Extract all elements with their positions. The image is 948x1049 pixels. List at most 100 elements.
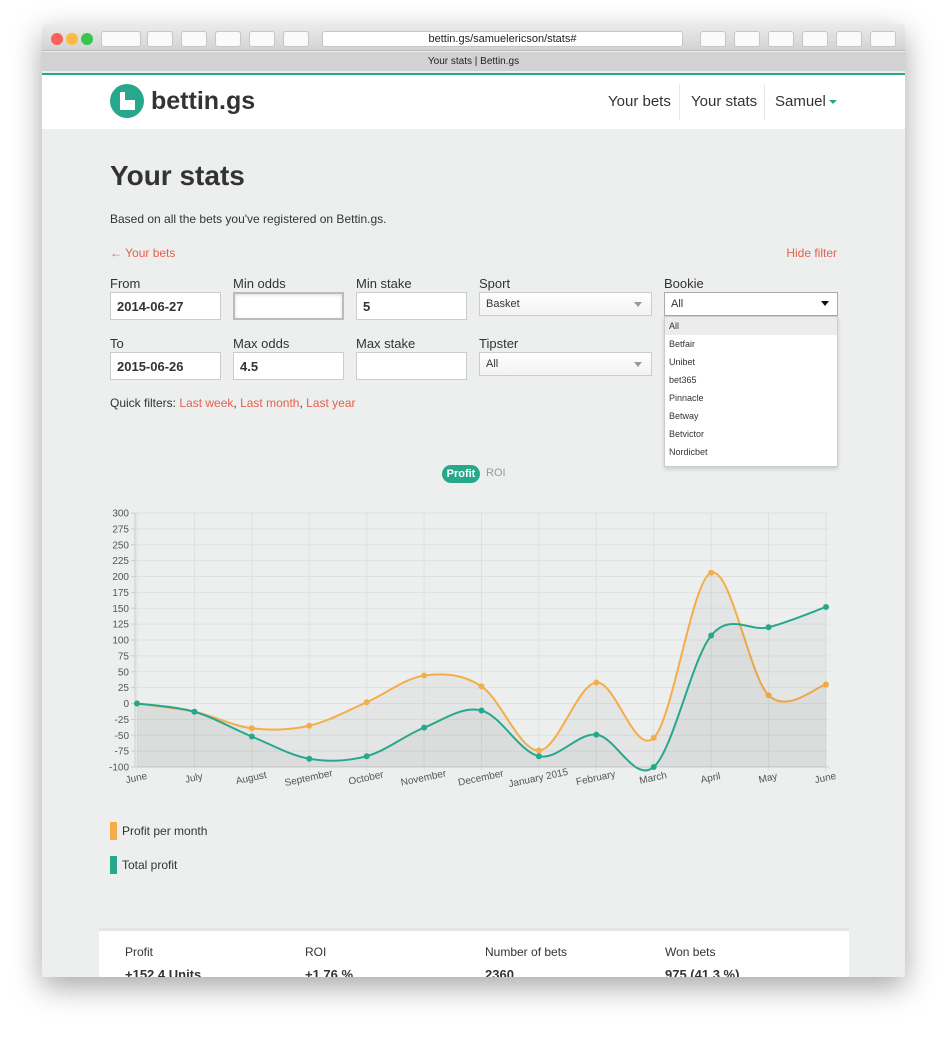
extension-button[interactable] xyxy=(283,31,309,47)
logo-text[interactable]: bettin.gs xyxy=(151,87,256,115)
dropdown-option[interactable]: Pinnacle xyxy=(669,393,704,403)
point xyxy=(421,724,428,731)
field-label: Min stake xyxy=(356,276,412,291)
extension-button[interactable] xyxy=(249,31,275,47)
toolbar-button[interactable] xyxy=(768,31,794,47)
point xyxy=(134,700,140,707)
logo-mark xyxy=(125,100,135,110)
legend-label: Total profit xyxy=(122,858,178,872)
separator xyxy=(679,84,680,120)
point xyxy=(363,753,370,760)
dropdown-option[interactable]: All xyxy=(665,317,837,335)
field-label: Bookie xyxy=(664,276,704,291)
point xyxy=(248,725,255,732)
dropdown-option[interactable]: Nordicbet xyxy=(669,447,708,457)
browser-window: bettin.gs/samuelericson/stats# Your stat… xyxy=(42,24,905,977)
stat-value: +152.4 Units xyxy=(125,967,202,977)
close-button[interactable] xyxy=(51,33,63,45)
select-open[interactable]: All xyxy=(664,292,838,316)
point xyxy=(363,699,370,706)
dropdown-option[interactable]: Betvictor xyxy=(669,429,705,439)
minimize-button[interactable] xyxy=(66,33,78,45)
field-label: To xyxy=(110,336,124,351)
x-tick-label: November xyxy=(400,768,448,788)
quick-filter-link[interactable]: Last week xyxy=(179,396,234,410)
hide-filter-link[interactable]: Hide filter xyxy=(786,246,837,260)
dropdown-option[interactable]: Betway xyxy=(669,411,699,421)
zoom-button[interactable] xyxy=(81,33,93,45)
navbar xyxy=(42,73,905,129)
select[interactable]: All xyxy=(479,352,652,376)
tab-active[interactable]: Profit xyxy=(442,465,480,483)
back-forward[interactable] xyxy=(101,31,141,47)
caret xyxy=(829,100,837,108)
stat-value: +1.76 % xyxy=(305,967,354,977)
point xyxy=(650,764,657,770)
x-tick-label: September xyxy=(284,768,335,789)
x-tick-label: March xyxy=(638,770,667,787)
point xyxy=(650,734,657,741)
point xyxy=(478,707,485,714)
text-input[interactable]: 4.5 xyxy=(233,352,344,380)
point xyxy=(708,569,715,576)
info-button[interactable] xyxy=(181,31,207,47)
point xyxy=(306,722,313,729)
extension-button[interactable] xyxy=(215,31,241,47)
field-label: Max stake xyxy=(356,336,416,351)
tab[interactable]: ROI xyxy=(486,467,506,479)
point xyxy=(708,632,715,639)
select[interactable]: Basket xyxy=(479,292,652,316)
field-label: Tipster xyxy=(479,336,519,351)
text-input[interactable] xyxy=(356,352,467,380)
stat-value: 2360 xyxy=(485,967,514,977)
y-tick-label: 275 xyxy=(112,524,129,535)
point xyxy=(535,753,542,760)
field-label: Max odds xyxy=(233,336,290,351)
point xyxy=(823,603,829,610)
chart: -100 -75 -50 -25 0 25 50 75 100 125 150 175 200 225 25… xyxy=(109,509,838,874)
user-menu[interactable]: Samuel xyxy=(775,93,826,110)
nav-link[interactable]: Your stats xyxy=(691,93,758,110)
point xyxy=(593,731,600,738)
point xyxy=(823,681,829,688)
subtitle: Based on all the bets you've registered … xyxy=(110,212,387,226)
point xyxy=(248,733,255,740)
quick-filter-link[interactable]: Last year xyxy=(306,396,356,410)
tab[interactable]: Your stats | Bettin.gs xyxy=(42,52,905,71)
caret xyxy=(821,301,829,310)
sidebar-button[interactable] xyxy=(147,31,173,47)
y-tick-label: 100 xyxy=(112,636,129,647)
x-tick-label: April xyxy=(700,771,722,786)
text-input[interactable] xyxy=(233,292,344,320)
separator: , xyxy=(299,396,303,410)
x-tick-label: February xyxy=(575,769,616,788)
point xyxy=(593,679,600,686)
downloads-button[interactable] xyxy=(870,31,896,47)
separator xyxy=(764,84,765,120)
x-tick-label: August xyxy=(235,770,268,787)
y-tick-label: -75 xyxy=(115,747,130,758)
y-tick-label: -25 xyxy=(115,715,130,726)
stat-label: Number of bets xyxy=(485,945,568,959)
date-input[interactable]: 2014-06-27 xyxy=(110,292,221,320)
quick-filter-link[interactable]: Last month xyxy=(240,396,300,410)
dropdown-option[interactable]: Betfair xyxy=(669,339,696,349)
back-link[interactable]: ← Your bets xyxy=(110,246,176,260)
share-button[interactable] xyxy=(802,31,828,47)
date-input[interactable]: 2015-06-26 xyxy=(110,352,221,380)
toolbar-button[interactable] xyxy=(700,31,726,47)
line xyxy=(136,571,827,752)
legend-swatch xyxy=(110,822,117,840)
text-input[interactable]: 5 xyxy=(356,292,467,320)
nav-link[interactable]: Your bets xyxy=(608,93,671,110)
y-tick-label: 75 xyxy=(118,651,130,662)
legend-swatch xyxy=(110,856,117,874)
toolbar-button[interactable] xyxy=(734,31,760,47)
y-tick-label: 225 xyxy=(112,556,129,567)
tabs-button[interactable] xyxy=(836,31,862,47)
x-tick-label: May xyxy=(758,771,779,786)
dropdown-option[interactable]: Unibet xyxy=(669,357,696,367)
dropdown-option[interactable]: bet365 xyxy=(669,375,697,385)
logo-mark xyxy=(120,92,125,110)
address-bar[interactable]: bettin.gs/samuelericson/stats# xyxy=(322,31,683,47)
